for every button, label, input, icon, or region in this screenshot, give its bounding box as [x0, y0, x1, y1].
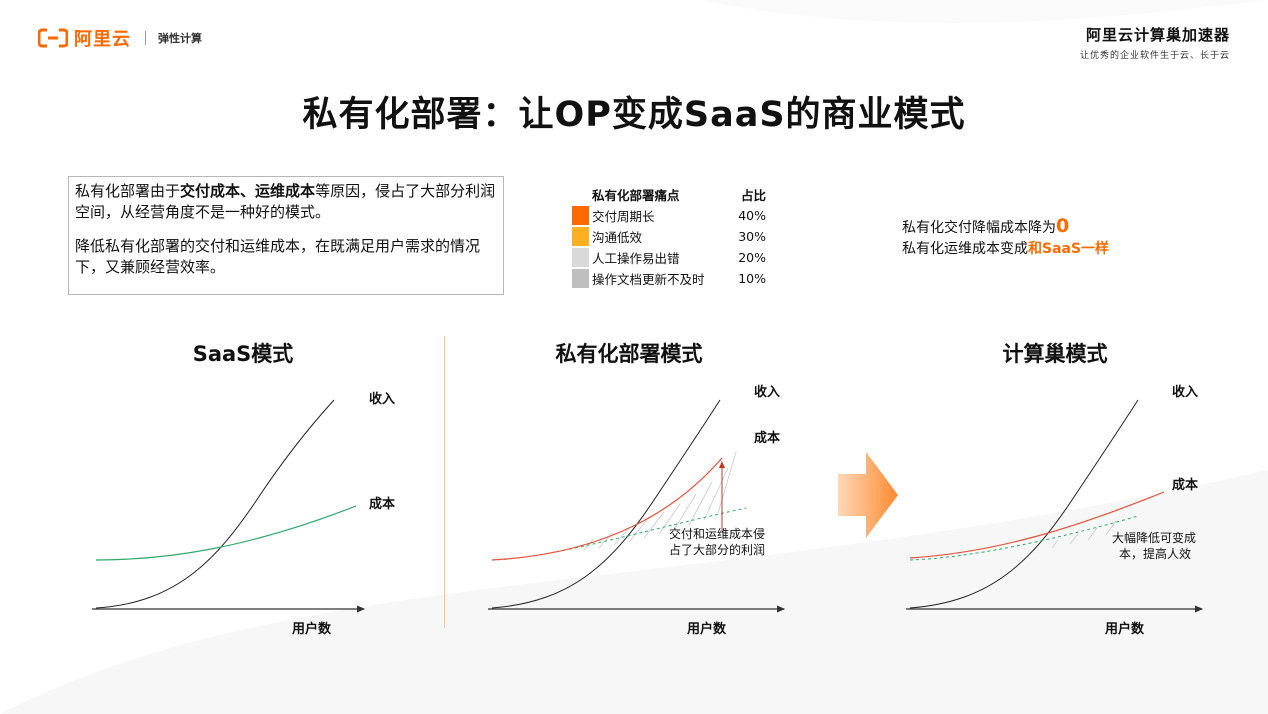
intro-text: 等原因，侵占了大部分利润空间，从经营角度不是一种好的模式。	[75, 182, 496, 221]
row-label: 沟通低效	[592, 230, 643, 245]
note-line-2: 私有化运维成本变成和SaaS一样	[902, 239, 1109, 260]
x-axis-label: 用户数	[291, 621, 332, 637]
note-highlight: 和SaaS一样	[1028, 241, 1110, 257]
logo-separator	[145, 31, 146, 45]
intro-text: 私有化部署由于	[75, 182, 181, 200]
cost-label: 成本	[754, 430, 780, 446]
baseline-cost-curve	[909, 515, 1139, 561]
table-header-pct: 占比	[740, 188, 766, 203]
revenue-curve	[909, 399, 1139, 609]
revenue-label: 收入	[369, 391, 395, 407]
color-swatch	[572, 269, 589, 288]
note-text: 私有化运维成本变成	[902, 241, 1028, 257]
annotation-line-2: 本，提高人效	[1119, 546, 1191, 561]
row-pct: 20%	[738, 250, 766, 265]
transition-arrow-icon	[838, 452, 898, 538]
revenue-label: 收入	[754, 384, 780, 400]
annotation-line-1: 大幅降低可变成	[1112, 530, 1196, 545]
row-label: 人工操作易出错	[592, 251, 680, 266]
intro-sep: 、	[240, 182, 256, 200]
cost-curve	[909, 491, 1165, 559]
annotation-line-1: 交付和运维成本侵	[669, 526, 765, 541]
swatch-cell	[572, 226, 590, 247]
brand-title: 阿里云计算巢加速器	[1085, 26, 1230, 44]
row-label: 交付周期长	[592, 209, 655, 224]
cost-curve	[95, 505, 357, 561]
brand-subtitle: 让优秀的企业软件生于云、长于云	[1079, 51, 1230, 61]
color-swatch	[572, 227, 589, 246]
aliyun-logo: 阿里云 弹性计算	[37, 26, 202, 50]
logo-subtitle: 弹性计算	[158, 32, 202, 45]
saas-chart: 收入 成本 用户数	[92, 391, 395, 637]
row-pct: 10%	[738, 271, 766, 286]
swatch-cell	[572, 247, 590, 268]
panel-divider	[444, 336, 445, 628]
swatch-header	[572, 184, 590, 205]
x-axis-label: 用户数	[686, 621, 727, 637]
intro-paragraph-1: 私有化部署由于交付成本、运维成本等原因，侵占了大部分利润空间，从经营角度不是一种…	[75, 181, 497, 223]
note-highlight: 0	[1056, 215, 1070, 237]
private-chart: 收入 成本 交付和运维成本侵 占了大部分的利润 用户数	[488, 384, 786, 637]
table-row: 交付周期长 40%	[572, 205, 766, 226]
x-axis-label: 用户数	[1104, 621, 1145, 637]
row-pct: 30%	[738, 229, 766, 244]
pain-points-table: 私有化部署痛点 占比 交付周期长 40% 沟通低效 30% 人工操作易出错 20…	[572, 184, 766, 289]
cost-label: 成本	[1172, 477, 1198, 493]
intro-bold-delivery: 交付成本	[180, 182, 241, 200]
compute-chart: 收入 成本 大幅降低可变成 本，提高人效 用户数	[906, 384, 1204, 637]
swatch-cell	[572, 268, 590, 289]
table-header-label: 私有化部署痛点	[592, 188, 680, 203]
cost-curve	[491, 457, 723, 561]
table-row: 沟通低效 30%	[572, 226, 766, 247]
cost-label: 成本	[369, 496, 395, 512]
logo-text: 阿里云	[74, 29, 131, 50]
table-row: 操作文档更新不及时 10%	[572, 268, 766, 289]
table-header-row: 私有化部署痛点 占比	[572, 184, 766, 205]
note-text: 私有化交付降幅成本降为	[902, 220, 1056, 236]
compute-panel-title: 计算巢模式	[1002, 342, 1108, 366]
annotation-line-2: 占了大部分的利润	[669, 542, 765, 557]
profit-hatch	[1051, 520, 1117, 549]
profit-hatch	[583, 451, 737, 551]
saas-panel-title: SaaS模式	[192, 342, 294, 366]
page-title: 私有化部署：让OP变成SaaS的商业模式	[302, 95, 966, 135]
row-label: 操作文档更新不及时	[592, 272, 705, 287]
intro-bold-ops: 运维成本	[255, 182, 316, 200]
row-pct: 40%	[738, 208, 766, 223]
aliyun-logo-icon	[37, 28, 69, 48]
color-swatch	[572, 248, 589, 267]
table-row: 人工操作易出错 20%	[572, 247, 766, 268]
cost-notes: 私有化交付降幅成本降为0 私有化运维成本变成和SaaS一样	[902, 216, 1109, 260]
revenue-curve	[95, 399, 335, 609]
revenue-curve	[491, 399, 721, 609]
swatch-cell	[572, 205, 590, 226]
private-panel-title: 私有化部署模式	[555, 342, 703, 366]
brand-block: 阿里云计算巢加速器 让优秀的企业软件生于云、长于云	[1080, 24, 1230, 61]
revenue-label: 收入	[1172, 384, 1198, 400]
note-line-1: 私有化交付降幅成本降为0	[902, 216, 1109, 239]
intro-paragraph-2: 降低私有化部署的交付和运维成本，在既满足用户需求的情况下，又兼顾经营效率。	[75, 237, 481, 276]
intro-box: 私有化部署由于交付成本、运维成本等原因，侵占了大部分利润空间，从经营角度不是一种…	[68, 176, 504, 295]
color-swatch	[572, 206, 589, 225]
